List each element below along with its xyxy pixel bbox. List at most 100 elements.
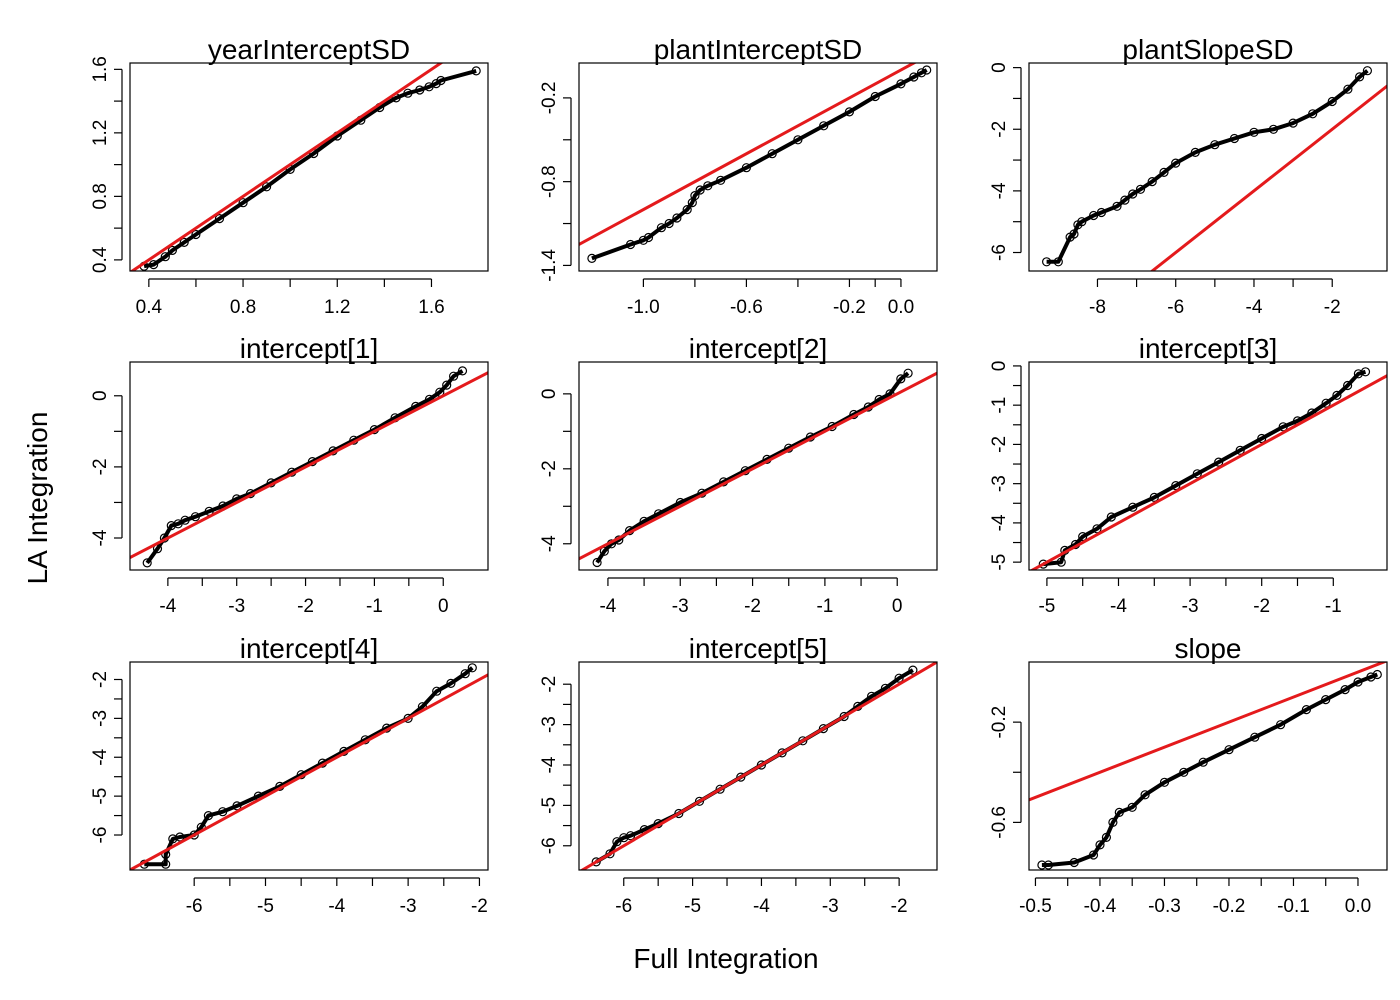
x-axis-label: Full Integration	[633, 943, 818, 974]
reference-line	[1149, 84, 1387, 271]
data-point	[1140, 790, 1150, 800]
x-tick-label: -3	[672, 596, 689, 617]
data-point	[591, 857, 601, 867]
data-point	[839, 711, 849, 722]
x-tick-label: -4	[753, 896, 770, 917]
y-tick-label: -4	[90, 529, 111, 546]
y-tick-label: -2	[989, 436, 1010, 453]
plot-frame	[578, 661, 938, 871]
x-tick-label: -2	[744, 596, 761, 617]
y-tick-label: -0.2	[539, 82, 560, 115]
x-tick-label: -4	[1110, 596, 1127, 617]
panel-title: intercept[5]	[689, 633, 828, 664]
point-band	[1041, 672, 1379, 867]
x-tick-label: -1	[366, 596, 383, 617]
x-tick-label: -5	[257, 896, 274, 917]
y-tick-label: -0.8	[539, 165, 560, 198]
y-tick-label: -3	[539, 716, 560, 733]
panel-title: intercept[3]	[1139, 333, 1278, 364]
data-point	[592, 557, 602, 568]
y-tick-label: -4	[90, 748, 111, 765]
panel: plantSlopeSD -8 -6 -4 -2 -6 -4 -2 0	[989, 34, 1388, 318]
data-point	[798, 736, 808, 746]
data-point	[142, 558, 152, 568]
y-tick-label: 0	[989, 361, 1010, 372]
plot-frame	[1028, 361, 1388, 571]
plot-frame	[129, 361, 489, 571]
y-tick-label: 0.4	[90, 246, 111, 273]
x-tick-label: -0.4	[1084, 896, 1117, 917]
plot-area	[130, 366, 488, 568]
panel: intercept[1] -4 -3 -2 -1 0 -4 -2 0	[90, 333, 489, 617]
x-tick-label: -6	[1167, 297, 1184, 318]
data-point	[896, 374, 906, 384]
data-point	[449, 371, 459, 381]
y-tick-label: -2	[539, 460, 560, 477]
y-tick-label: 0	[90, 390, 111, 401]
data-point	[460, 669, 470, 679]
y-tick-label: -6	[539, 837, 560, 854]
x-tick-label: -5	[1038, 596, 1055, 617]
panel-title: intercept[4]	[240, 633, 379, 664]
data-point	[1120, 195, 1130, 205]
data-point	[160, 252, 170, 262]
y-tick-label: -1	[989, 397, 1010, 414]
y-tick-label: -5	[989, 554, 1010, 571]
data-point	[442, 380, 452, 390]
panel: intercept[4] -6 -5 -4 -3 -2 -6 -5 -4 -3 -2	[90, 633, 489, 917]
x-tick-label: 1.2	[324, 297, 350, 318]
y-tick-label: -3	[90, 710, 111, 727]
x-tick-label: -1	[816, 596, 833, 617]
reference-line	[130, 370, 488, 560]
x-tick-label: -4	[159, 596, 176, 617]
data-point	[167, 245, 177, 255]
plot-area	[1041, 66, 1387, 271]
data-point	[1147, 177, 1157, 187]
point-band	[143, 68, 477, 269]
data-point	[736, 772, 746, 782]
x-tick-label: -1.0	[627, 297, 660, 318]
x-tick-label: -3	[400, 896, 417, 917]
y-tick-label: -2	[90, 671, 111, 688]
data-point	[894, 673, 904, 683]
x-tick-label: -8	[1089, 297, 1106, 318]
x-tick-label: -3	[228, 596, 245, 617]
plot-frame	[129, 661, 489, 871]
panel-title: plantInterceptSD	[654, 34, 863, 65]
data-point	[1332, 390, 1342, 400]
data-point	[457, 366, 468, 376]
plot-area	[130, 663, 488, 870]
point-band	[591, 68, 928, 261]
reference-line	[130, 673, 488, 870]
x-tick-label: -4	[1246, 297, 1263, 318]
x-tick-label: -0.2	[1213, 896, 1246, 917]
panel: intercept[3] -5 -4 -3 -2 -1 -5 -4 -3 -2 -1 0	[989, 333, 1388, 617]
x-tick-label: -6	[186, 896, 203, 917]
plot-area	[1029, 367, 1387, 570]
data-point	[777, 748, 787, 758]
y-tick-label: -5	[539, 797, 560, 814]
y-tick-label: -2	[989, 121, 1010, 138]
data-point	[179, 237, 189, 247]
reference-line	[1029, 374, 1387, 570]
data-point	[1362, 66, 1373, 76]
reference-line	[579, 662, 937, 870]
data-point	[903, 368, 913, 378]
x-tick-label: -0.5	[1019, 896, 1052, 917]
y-tick-label: -4	[989, 514, 1010, 531]
plot-area	[579, 368, 937, 568]
x-tick-label: -6	[615, 896, 632, 917]
x-tick-label: -2	[1324, 297, 1341, 318]
data-point	[1342, 380, 1353, 391]
data-point	[1321, 398, 1331, 408]
panel-title: intercept[1]	[240, 333, 379, 364]
x-tick-label: -2	[1253, 596, 1270, 617]
x-tick-label: -3	[822, 896, 839, 917]
y-tick-label: -4	[539, 756, 560, 773]
plot-frame	[1028, 62, 1388, 272]
